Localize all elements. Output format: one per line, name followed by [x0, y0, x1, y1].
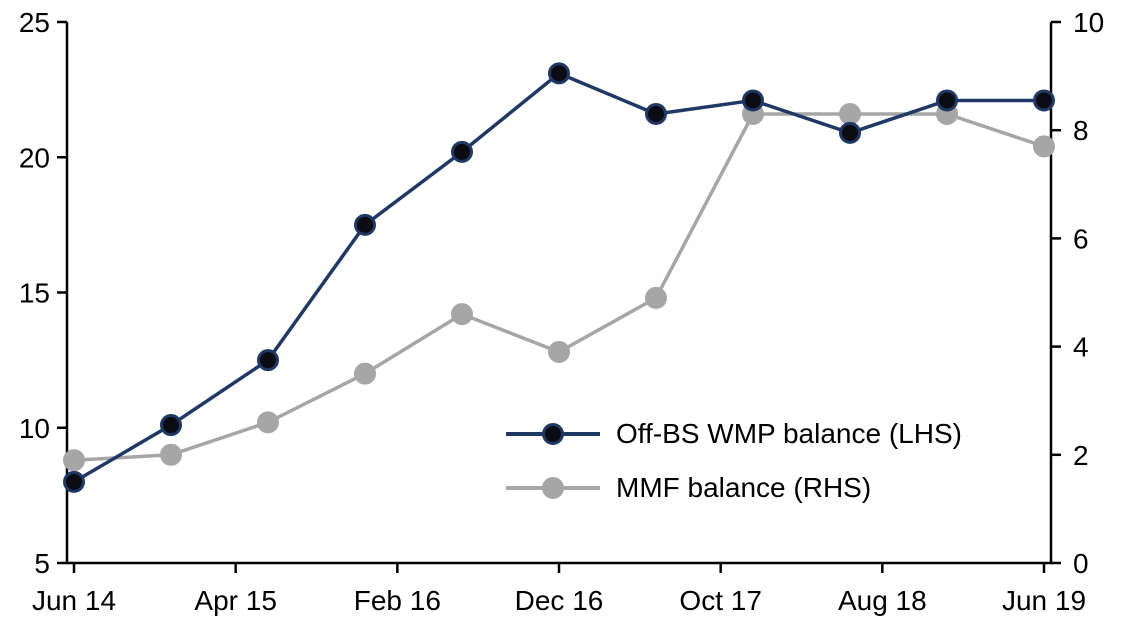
x-axis-tick-label: Aug 18 [838, 585, 927, 616]
x-axis-tick-label: Feb 16 [354, 585, 441, 616]
right-axis-tick-label: 4 [1073, 332, 1089, 363]
series-marker-0 [548, 62, 570, 85]
series-marker-0 [354, 213, 376, 236]
series-marker-1 [839, 102, 861, 125]
series-marker-0 [451, 140, 473, 163]
legend-line-marker-mmf [506, 477, 600, 499]
left-axis-tick-label: 10 [19, 413, 50, 444]
legend-line-marker-wmp [506, 423, 600, 445]
series-marker-1 [354, 362, 376, 385]
right-axis-tick-label: 8 [1073, 115, 1089, 146]
legend-dot-mmf [542, 477, 564, 499]
x-axis-tick-label: Dec 16 [515, 585, 604, 616]
series-marker-1 [451, 303, 473, 326]
x-axis-tick-label: Oct 17 [679, 585, 761, 616]
series-marker-0 [742, 89, 764, 112]
series-marker-1 [645, 286, 667, 309]
series-line-1 [72, 112, 1046, 462]
right-axis-tick-label: 2 [1073, 440, 1089, 471]
series-marker-0 [257, 349, 279, 372]
series-marker-0 [839, 121, 861, 144]
series-marker-1 [160, 443, 182, 466]
left-axis-tick-label: 20 [19, 142, 50, 173]
legend-label-mmf: MMF balance (RHS) [616, 472, 872, 503]
series-marker-1 [548, 341, 570, 364]
right-axis-tick-label: 6 [1073, 223, 1089, 254]
series-marker-0 [1033, 89, 1055, 112]
right-axis-tick-label: 10 [1073, 7, 1104, 38]
x-axis-tick-label: Jun 19 [1002, 585, 1086, 616]
series-marker-0 [936, 89, 958, 112]
series-marker-1 [1033, 135, 1055, 158]
series-marker-0 [160, 414, 182, 437]
right-axis-tick-label: 0 [1073, 548, 1089, 579]
legend-label-wmp: Off-BS WMP balance (LHS) [616, 418, 962, 449]
series-marker-0 [645, 102, 667, 125]
legend-dot-wmp [542, 423, 564, 445]
left-axis-tick-label: 5 [34, 548, 50, 579]
legend-item-wmp: Off-BS WMP balance (LHS) [506, 412, 962, 456]
series-marker-1 [257, 411, 279, 434]
series-marker-0 [63, 470, 85, 493]
left-axis-tick-label: 25 [19, 7, 50, 38]
left-axis-tick-label: 15 [19, 278, 50, 309]
series-marker-1 [63, 449, 85, 472]
legend-item-mmf: MMF balance (RHS) [506, 466, 962, 510]
x-axis-tick-label: Apr 15 [194, 585, 277, 616]
chart-legend: Off-BS WMP balance (LHS) MMF balance (RH… [506, 412, 962, 510]
x-axis-tick-label: Jun 14 [32, 585, 116, 616]
